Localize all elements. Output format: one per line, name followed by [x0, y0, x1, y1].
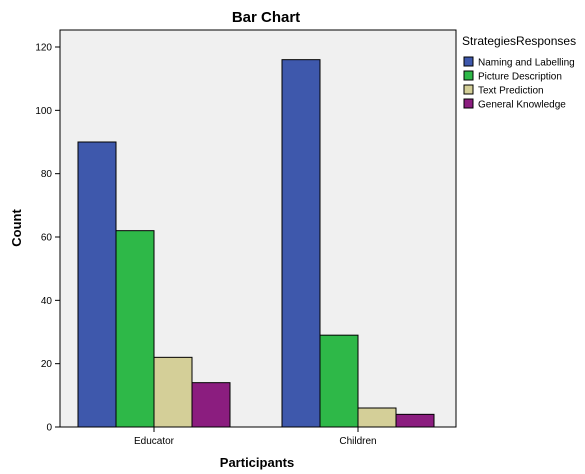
y-tick-label: 20: [41, 359, 53, 370]
legend-label: General Knowledge: [478, 100, 566, 111]
x-axis-label: Participants: [220, 455, 294, 470]
y-tick-label: 40: [41, 296, 53, 307]
bar: [115, 230, 155, 428]
bar: [357, 407, 397, 428]
y-tick-label: 60: [41, 233, 53, 244]
chart-title: Bar Chart: [232, 9, 300, 26]
y-tick-label: 120: [35, 43, 52, 54]
legend: StrategiesResponses Naming and Labelling…: [462, 34, 576, 111]
legend-title: StrategiesResponses: [462, 34, 576, 48]
legend-swatch: [463, 56, 474, 67]
legend-label: Naming and Labelling: [478, 58, 575, 69]
bar: [191, 382, 231, 428]
bars-group: [77, 59, 435, 428]
bar: [281, 59, 321, 428]
x-tick-label: Children: [339, 436, 376, 447]
legend-swatch: [463, 84, 474, 95]
x-tick-label: Educator: [134, 436, 175, 447]
legend-swatch: [463, 98, 474, 109]
bar: [153, 356, 193, 428]
legend-label: Text Prediction: [478, 86, 544, 97]
legend-label: Picture Description: [478, 72, 562, 83]
y-tick-label: 0: [46, 423, 52, 434]
y-axis-label: Count: [9, 209, 24, 247]
legend-swatch: [463, 70, 474, 81]
bar: [395, 413, 435, 428]
y-tick-label: 80: [41, 169, 53, 180]
x-axis: Educator Children: [134, 427, 377, 447]
bar: [77, 141, 117, 428]
bar: [319, 334, 359, 428]
y-tick-label: 100: [35, 106, 52, 117]
legend-items: Naming and Labelling Picture Description T…: [463, 56, 575, 111]
y-axis: 0 20 40 60 80 100 120: [35, 43, 60, 434]
